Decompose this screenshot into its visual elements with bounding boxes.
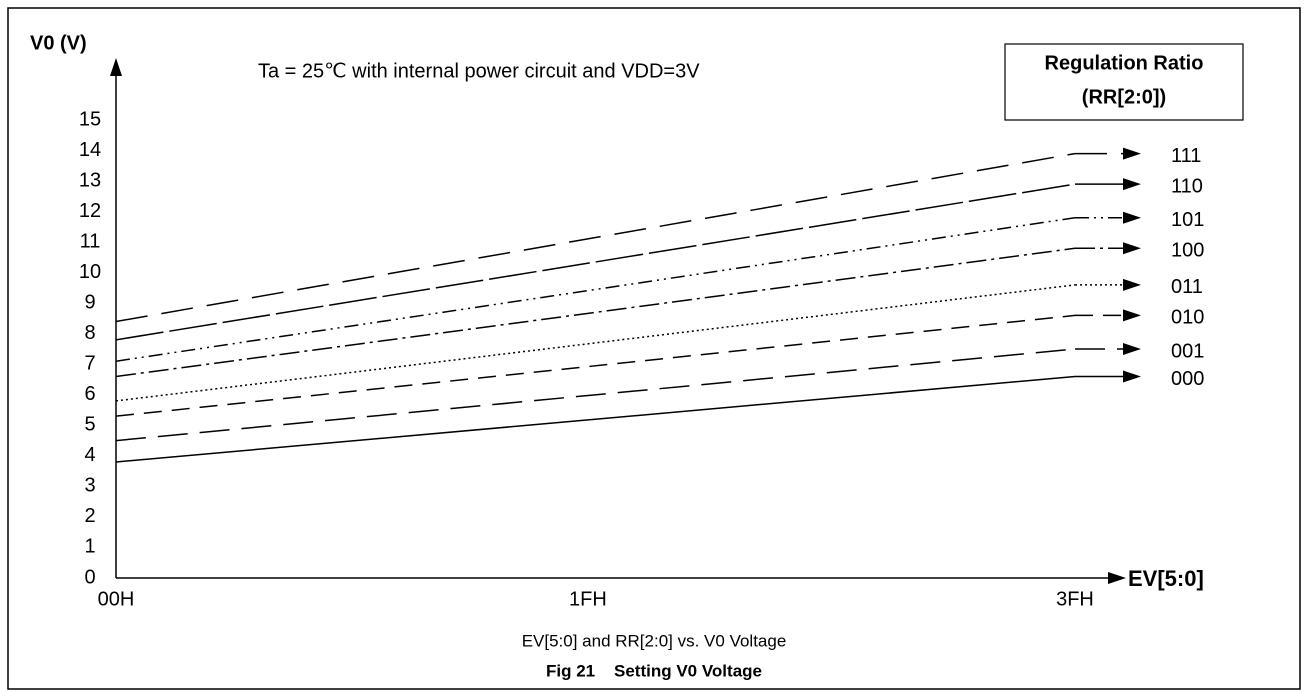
frame (7, 7, 1301, 690)
line-arrow (1123, 242, 1141, 255)
series-line (115, 183, 1076, 341)
y-tick-label: 10 (79, 261, 101, 283)
y-tick-label: 12 (79, 200, 101, 222)
legend-title: (RR[2:0]) (1082, 86, 1166, 108)
y-tick-label: 6 (84, 383, 95, 405)
x-tick-label: 00H (98, 588, 135, 610)
legend-label: 101 (1171, 209, 1204, 231)
line-arrow (1123, 309, 1141, 322)
y-axis-label: V0 (V) (30, 32, 87, 54)
series-line (115, 348, 1076, 442)
line-arrow (1123, 343, 1141, 355)
legend-label: 010 (1171, 307, 1204, 329)
y-tick-label: 8 (84, 322, 95, 344)
series-line (115, 284, 1076, 402)
legend-box (1004, 43, 1244, 121)
legend-label: 001 (1171, 340, 1204, 362)
series-line (115, 375, 1076, 463)
y-tick-label: 11 (80, 230, 101, 252)
legend-label: 000 (1171, 368, 1204, 390)
y-tick-label: 5 (84, 414, 95, 436)
line-arrow (1123, 278, 1141, 291)
y-tick-label: 4 (84, 444, 95, 466)
x-axis-label: EV[5:0] (1128, 566, 1204, 591)
y-tick-label: 0 (84, 566, 95, 588)
y-tick-label: 14 (79, 139, 101, 161)
series-line (115, 216, 1076, 362)
y-tick-label: 1 (84, 536, 95, 558)
figure-title: Fig 21 Setting V0 Voltage (546, 661, 762, 680)
legend-label: 100 (1171, 240, 1204, 262)
annotation: Ta = 25℃ with internal power circuit and… (258, 60, 700, 82)
legend-label: 110 (1171, 175, 1203, 197)
series-line (115, 152, 1076, 323)
x-tick-label: 1FH (569, 588, 607, 610)
y-tick-label: 9 (84, 291, 95, 313)
legend-label: 111 (1171, 145, 1201, 167)
line-arrow (1123, 370, 1141, 383)
caption: EV[5:0] and RR[2:0] vs. V0 Voltage (522, 631, 787, 650)
x-axis-arrow (1108, 572, 1126, 584)
line-arrow (1123, 147, 1141, 160)
line-arrow (1123, 211, 1141, 224)
y-axis-arrow (110, 58, 122, 76)
x-tick-label: 3FH (1056, 588, 1094, 610)
series-line (115, 247, 1076, 378)
y-tick-label: 7 (84, 353, 95, 375)
line-arrow (1123, 178, 1141, 191)
y-tick-label: 3 (84, 475, 95, 497)
y-tick-label: 15 (79, 108, 101, 130)
y-tick-label: 2 (84, 505, 95, 527)
series-line (115, 314, 1076, 417)
y-tick-label: 13 (79, 169, 101, 191)
legend-label: 011 (1171, 276, 1203, 298)
legend-title: Regulation Ratio (1045, 52, 1204, 74)
